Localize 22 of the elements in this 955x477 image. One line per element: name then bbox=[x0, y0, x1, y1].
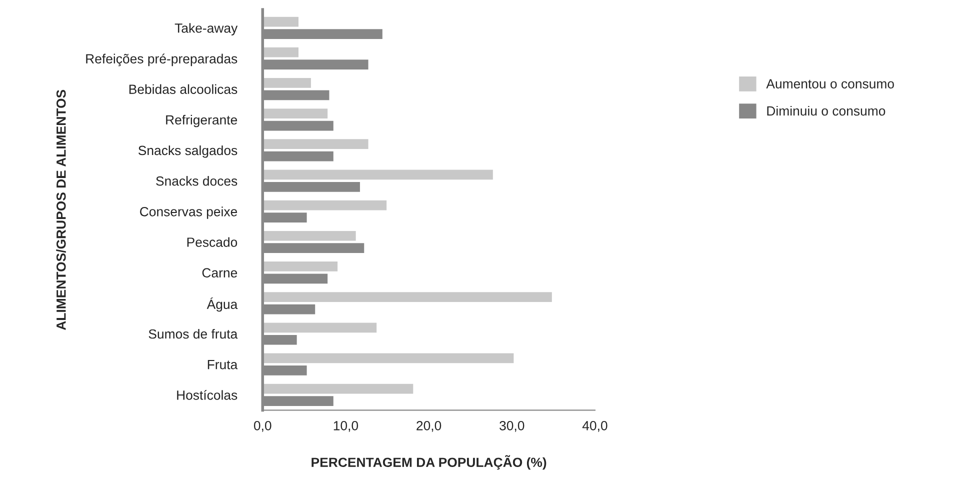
y-tick-label: Hostícolas bbox=[177, 390, 238, 400]
y-tick-label: Bebidas alcoolicas bbox=[129, 84, 238, 94]
y-tick-label: Conservas peixe bbox=[140, 206, 238, 219]
y-tick-label: Fruta bbox=[208, 360, 238, 370]
x-axis-title: PERCENTAGEM DA POPULAÇÃO (%) bbox=[312, 455, 546, 470]
y-tick-label: Refrigerante bbox=[166, 114, 238, 128]
legend-label: Aumentou o consumo bbox=[766, 79, 894, 88]
y-tick-label: Take-away bbox=[174, 23, 238, 36]
y-tick-label: Refeições pré-preparadas bbox=[86, 54, 238, 66]
y-tick-label: Pescado bbox=[187, 237, 238, 247]
y-tick-label: Snacks doces bbox=[156, 176, 238, 186]
legend-label: Diminuiu o consumo bbox=[767, 106, 886, 116]
x-tick-label: 40,0 bbox=[582, 420, 608, 432]
y-tick-label: Carne bbox=[202, 268, 238, 278]
x-tick-label: 10,0 bbox=[334, 420, 358, 432]
x-tick-label: 20,0 bbox=[416, 420, 442, 432]
y-axis-title: ALIMENTOS/GRUPOS DE ALIMENTOS bbox=[56, 90, 66, 330]
x-tick-label: 30,0 bbox=[500, 420, 524, 432]
y-tick-label: Água bbox=[206, 297, 238, 312]
y-tick-label: Sumos de fruta bbox=[148, 328, 238, 339]
x-tick-label: 0,0 bbox=[254, 420, 272, 432]
y-tick-label: Snacks salgados bbox=[138, 145, 238, 158]
